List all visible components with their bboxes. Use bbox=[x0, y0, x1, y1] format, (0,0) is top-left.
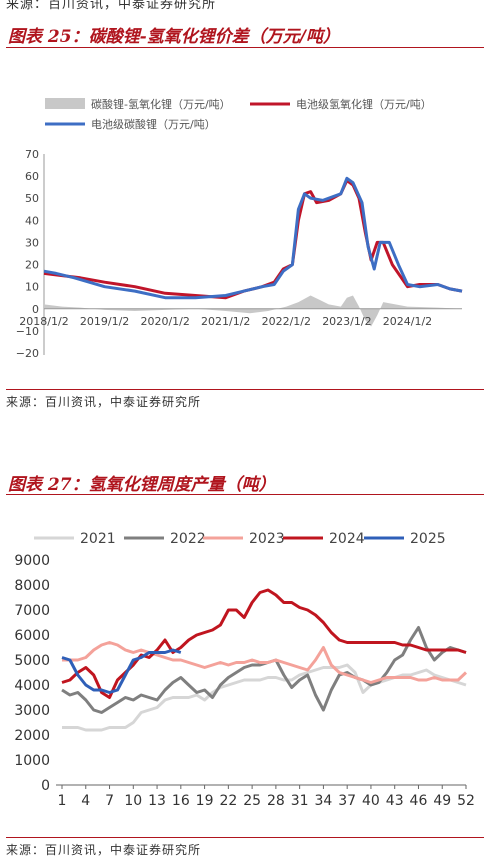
figure-27-title: 图表 27：氢氧化锂周度产量（吨） bbox=[8, 475, 276, 495]
x-tick-label: 13 bbox=[148, 793, 166, 809]
y-tick-label: 6000 bbox=[14, 628, 50, 644]
figure-27-chart: 2021 2022 2023 2024 2025 0 1000 2000 3000 4000 500… bbox=[14, 531, 475, 809]
x-tick-label: 40 bbox=[362, 793, 380, 809]
x-tick-label: 2020/1/2 bbox=[140, 315, 189, 328]
figure-25-top-rule bbox=[6, 47, 484, 48]
x-tick-label: 7 bbox=[105, 793, 114, 809]
top-source-note: 来源：百川资讯，中泰证券研究所 bbox=[6, 0, 217, 12]
series-line-1 bbox=[43, 179, 463, 300]
figure-27-bottom-rule bbox=[6, 837, 484, 838]
y-tick-label: 8000 bbox=[14, 578, 50, 594]
y-tick-label: 7000 bbox=[14, 603, 50, 619]
y-tick-label: 60 bbox=[25, 170, 39, 183]
x-tick-label: 28 bbox=[267, 793, 285, 809]
y-tick-label: −20 bbox=[16, 347, 39, 360]
x-tick-label: 4 bbox=[81, 793, 90, 809]
x-tick-label: 22 bbox=[219, 793, 237, 809]
legend-label-2023: 2023 bbox=[249, 531, 285, 547]
x-tick-label: 1 bbox=[58, 793, 67, 809]
y-tick-label: 2000 bbox=[14, 728, 50, 744]
y-tick-label: 5000 bbox=[14, 653, 50, 669]
chart1-legend: 碳酸锂-氢氧化锂（万元/吨） 电池级氢氧化锂（万元/吨） 电池级碳酸锂（万元/吨） bbox=[45, 97, 432, 131]
y-tick-label: 40 bbox=[25, 214, 39, 227]
x-tick-label: 52 bbox=[457, 793, 475, 809]
x-tick-label: 46 bbox=[410, 793, 428, 809]
legend-label-2022: 2022 bbox=[170, 531, 206, 547]
y-tick-label: 50 bbox=[25, 192, 39, 205]
y-tick-label: 4000 bbox=[14, 678, 50, 694]
x-tick-label: 2024/1/2 bbox=[383, 315, 432, 328]
x-tick-label: 49 bbox=[433, 793, 451, 809]
legend-label-2: 电池级碳酸锂（万元/吨） bbox=[91, 117, 216, 131]
x-tick-label: 2023/1/2 bbox=[322, 315, 371, 328]
legend-label-0: 碳酸锂-氢氧化锂（万元/吨） bbox=[91, 97, 231, 111]
y-tick-label: 0 bbox=[32, 303, 39, 316]
y-tick-label: 3000 bbox=[14, 703, 50, 719]
y-tick-label: −10 bbox=[16, 325, 39, 338]
x-tick-label: 2021/1/2 bbox=[201, 315, 250, 328]
series-line-2 bbox=[43, 176, 463, 300]
figure-25-source: 来源：百川资讯，中泰证券研究所 bbox=[6, 395, 202, 409]
series-line-2025 bbox=[61, 648, 182, 694]
y-tick-label: 1000 bbox=[14, 753, 50, 769]
x-tick-label: 2022/1/2 bbox=[262, 315, 311, 328]
y-tick-label: 0 bbox=[41, 778, 50, 794]
legend-swatch-0 bbox=[45, 98, 85, 109]
legend-label-1: 电池级氢氧化锂（万元/吨） bbox=[296, 97, 432, 111]
x-tick-label: 16 bbox=[172, 793, 190, 809]
legend-label-2024: 2024 bbox=[329, 531, 365, 547]
x-tick-label: 2019/1/2 bbox=[80, 315, 129, 328]
x-tick-label: 2018/1/2 bbox=[19, 315, 68, 328]
figure-25-chart: 碳酸锂-氢氧化锂（万元/吨） 电池级氢氧化锂（万元/吨） 电池级碳酸锂（万元/吨） −… bbox=[16, 97, 463, 360]
series-line-2022 bbox=[61, 626, 467, 714]
series-spread-area bbox=[44, 295, 462, 327]
x-tick-label: 43 bbox=[386, 793, 404, 809]
y-tick-label: 30 bbox=[25, 236, 39, 249]
figure-27-top-rule bbox=[6, 494, 484, 495]
y-tick-label: 70 bbox=[25, 148, 39, 161]
x-tick-label: 10 bbox=[124, 793, 142, 809]
x-tick-label: 34 bbox=[314, 793, 332, 809]
figure-27-source: 来源：百川资讯，中泰证券研究所 bbox=[6, 843, 202, 857]
y-tick-label: 20 bbox=[25, 259, 39, 272]
figure-25-title: 图表 25：碳酸锂-氢氧化锂价差（万元/吨） bbox=[8, 27, 340, 47]
series-line-2023 bbox=[62, 641, 468, 684]
figure-25-bottom-rule bbox=[6, 389, 484, 390]
chart2-legend: 2021 2022 2023 2024 2025 bbox=[34, 531, 446, 547]
y-tick-label: 10 bbox=[25, 281, 39, 294]
legend-label-2021: 2021 bbox=[80, 531, 116, 547]
x-tick-label: 19 bbox=[196, 793, 214, 809]
x-tick-label: 37 bbox=[338, 793, 356, 809]
x-tick-label: 25 bbox=[243, 793, 261, 809]
legend-label-2025: 2025 bbox=[410, 531, 446, 547]
x-tick-label: 31 bbox=[291, 793, 309, 809]
y-tick-label: 9000 bbox=[14, 553, 50, 569]
